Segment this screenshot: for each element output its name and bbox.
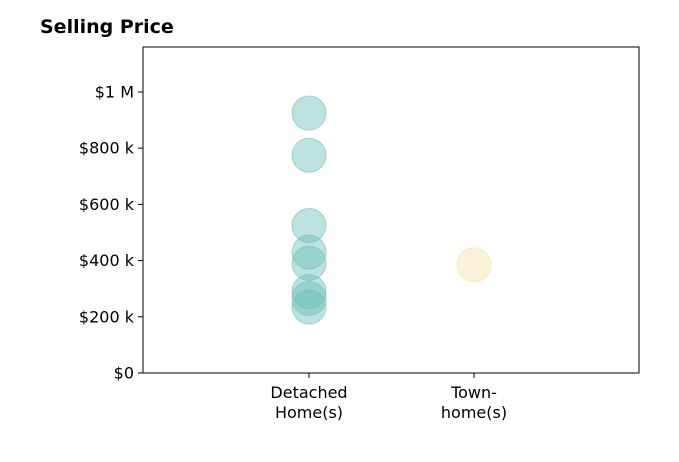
- x-axis: Detached Home(s) Town-home(s): [270, 373, 507, 422]
- points-layer: [291, 95, 492, 325]
- data-point: [291, 274, 327, 309]
- data-point: [291, 95, 327, 131]
- y-axis: $0 $200 k $400 k $600 k $800 k $1 M: [79, 82, 143, 383]
- y-tick-label: $1 M: [95, 82, 134, 101]
- x-tick-label: Town-home(s): [441, 383, 507, 422]
- data-point: [291, 137, 327, 173]
- data-point: [291, 234, 327, 270]
- data-point: [291, 207, 327, 243]
- data-point: [291, 289, 327, 325]
- x-tick-label: Detached Home(s): [270, 383, 347, 422]
- y-tick-label: $400 k: [79, 251, 135, 270]
- y-tick-label: $0: [114, 364, 134, 383]
- data-point: [456, 247, 492, 283]
- y-tick-label: $600 k: [79, 195, 135, 214]
- y-tick-label: $200 k: [79, 307, 135, 326]
- y-tick-label: $800 k: [79, 139, 135, 158]
- data-point: [291, 281, 327, 317]
- data-point: [291, 245, 327, 281]
- chart-title: Selling Price: [40, 16, 174, 38]
- plot-area: [142, 46, 640, 374]
